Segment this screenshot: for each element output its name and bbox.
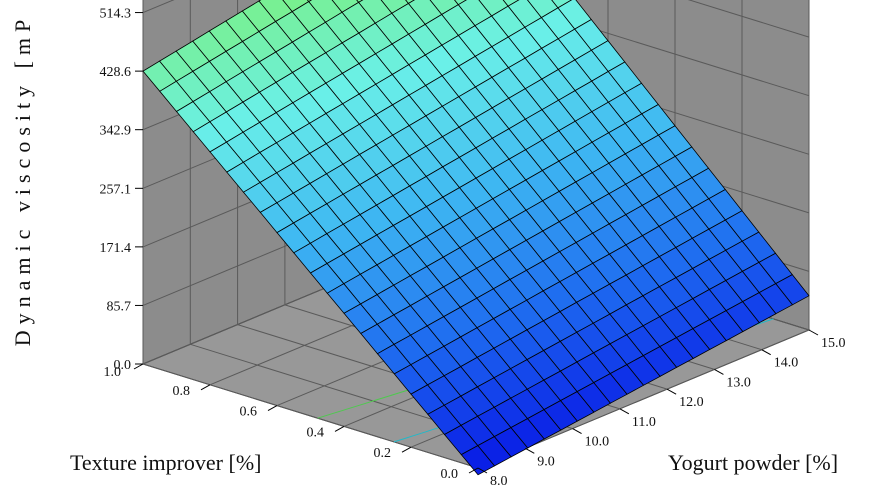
y-tick bbox=[401, 446, 412, 453]
y-tick-label: 0.2 bbox=[374, 446, 392, 461]
y-tick bbox=[468, 467, 479, 474]
surface-cell bbox=[460, 445, 496, 476]
z-tick-label: 428.6 bbox=[100, 65, 132, 80]
z-tick-label: 171.4 bbox=[100, 241, 132, 256]
y-tick-label: 1.0 bbox=[104, 365, 122, 380]
z-tick-label: 514.3 bbox=[100, 7, 132, 22]
z-tick-label: 342.9 bbox=[100, 124, 132, 139]
y-tick bbox=[267, 405, 278, 412]
z-axis-title: Dynamic viscosity [mP bbox=[10, 14, 35, 347]
x-tick-label: 12.0 bbox=[679, 395, 704, 410]
y-tick bbox=[200, 384, 211, 391]
y-tick-label: 0.0 bbox=[441, 467, 459, 482]
z-tick-label: 0.0 bbox=[114, 358, 132, 373]
x-tick bbox=[714, 368, 724, 375]
x-tick bbox=[761, 349, 771, 356]
z-tick-label: 85.7 bbox=[107, 299, 132, 314]
x-tick bbox=[572, 428, 582, 435]
z-tick-label: 257.1 bbox=[100, 182, 132, 197]
y-axis-title: Texture improver [%] bbox=[70, 450, 262, 475]
y-tick bbox=[334, 425, 345, 432]
x-tick bbox=[477, 467, 488, 474]
x-tick-label: 8.0 bbox=[490, 474, 508, 489]
x-tick bbox=[525, 447, 535, 454]
x-tick-label: 9.0 bbox=[537, 454, 555, 469]
x-tick bbox=[619, 408, 630, 415]
x-tick-label: 13.0 bbox=[726, 375, 751, 390]
y-tick-label: 0.6 bbox=[240, 405, 258, 420]
x-tick bbox=[808, 329, 819, 336]
x-axis-title: Yogurt powder [%] bbox=[668, 450, 838, 475]
y-tick-label: 0.4 bbox=[307, 425, 325, 440]
x-tick-label: 15.0 bbox=[821, 336, 846, 351]
y-tick-label: 0.8 bbox=[173, 384, 191, 399]
x-tick-label: 11.0 bbox=[632, 415, 656, 430]
x-tick-label: 14.0 bbox=[774, 356, 799, 371]
x-tick-label: 10.0 bbox=[585, 435, 610, 450]
x-tick bbox=[666, 388, 677, 395]
y-tick bbox=[133, 363, 144, 370]
